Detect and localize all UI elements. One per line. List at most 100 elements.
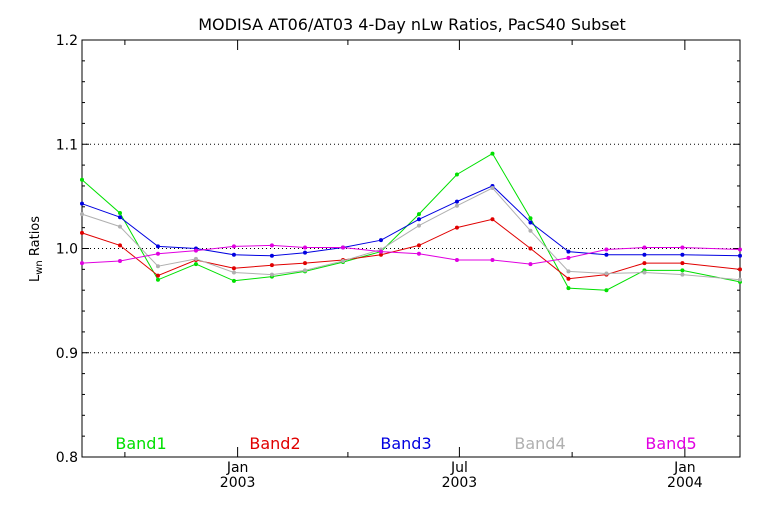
data-point-band5 — [231, 244, 236, 249]
data-point-band4 — [454, 203, 459, 208]
data-point-band5 — [193, 248, 198, 253]
data-point-band2 — [528, 246, 533, 251]
data-point-band5 — [155, 251, 160, 256]
data-point-band1 — [604, 288, 609, 293]
data-point-band5 — [269, 243, 274, 248]
data-point-band4 — [269, 272, 274, 277]
data-point-band2 — [231, 266, 236, 271]
data-point-band3 — [269, 253, 274, 258]
chart-title: MODISA AT06/AT03 4-Day nLw Ratios, PacS4… — [198, 15, 626, 34]
x-tick-label-month: Jan — [673, 460, 696, 476]
data-point-band2 — [155, 273, 160, 278]
x-tick-label-year: 2004 — [667, 475, 703, 491]
data-point-band4 — [642, 270, 647, 275]
data-point-band1 — [117, 211, 122, 216]
y-tick-label: 1.1 — [56, 137, 78, 153]
series-line-band5 — [81, 244, 741, 265]
data-point-band4 — [566, 269, 571, 274]
data-point-band1 — [193, 262, 198, 267]
x-tick-label-month: Jul — [450, 460, 468, 476]
series-line-band4 — [81, 187, 741, 281]
data-point-band2 — [738, 267, 742, 272]
data-point-band3 — [155, 244, 160, 249]
y-tick-label: 1.2 — [56, 33, 78, 49]
data-point-band3 — [80, 201, 84, 206]
y-axis-label: Lwn Ratios — [28, 216, 45, 282]
data-point-band1 — [566, 286, 571, 291]
data-point-band4 — [340, 259, 345, 264]
data-point-band5 — [680, 245, 685, 250]
data-point-band4 — [604, 271, 609, 276]
data-point-band5 — [604, 247, 609, 252]
data-point-band3 — [642, 252, 647, 257]
data-point-band5 — [490, 257, 495, 262]
x-tick-label-year: 2003 — [442, 475, 478, 491]
data-point-band2 — [269, 263, 274, 268]
data-point-band5 — [738, 247, 742, 252]
data-point-band4 — [490, 186, 495, 191]
legend-item-band5: Band5 — [645, 434, 696, 453]
gridlines — [82, 143, 740, 354]
data-point-band3 — [416, 217, 421, 222]
data-point-band2 — [490, 217, 495, 222]
data-point-band4 — [528, 228, 533, 233]
y-tick-label: 0.9 — [56, 346, 78, 362]
data-point-band5 — [642, 245, 647, 250]
legend-item-band4: Band4 — [514, 434, 565, 453]
y-tick-label: 1.0 — [56, 242, 78, 258]
data-point-band5 — [117, 259, 122, 264]
data-point-band2 — [642, 261, 647, 266]
series-layer — [80, 151, 742, 293]
data-point-band4 — [231, 270, 236, 275]
data-point-band3 — [303, 250, 308, 255]
data-point-band2 — [117, 243, 122, 248]
data-point-band4 — [738, 277, 742, 282]
data-point-band5 — [454, 257, 459, 262]
data-point-band4 — [193, 256, 198, 261]
data-point-band1 — [454, 172, 459, 177]
data-point-band1 — [155, 277, 160, 282]
legend-item-band2: Band2 — [249, 434, 300, 453]
data-point-band5 — [416, 251, 421, 256]
data-point-band3 — [528, 220, 533, 225]
data-point-band2 — [378, 252, 383, 257]
data-point-band2 — [680, 261, 685, 266]
data-point-band4 — [80, 212, 84, 217]
data-point-band1 — [80, 177, 84, 182]
data-point-band3 — [117, 215, 122, 220]
data-point-band4 — [117, 224, 122, 229]
data-point-band4 — [303, 268, 308, 273]
x-tick-label-month: Jan — [226, 460, 249, 476]
data-point-band1 — [490, 151, 495, 156]
data-point-band5 — [340, 245, 345, 250]
data-point-band1 — [416, 212, 421, 217]
data-point-band2 — [566, 276, 571, 281]
series-line-band2 — [81, 218, 741, 280]
y-tick-label: 0.8 — [56, 450, 78, 466]
data-point-band5 — [566, 255, 571, 260]
data-point-band1 — [528, 216, 533, 221]
series-line-band3 — [81, 185, 741, 257]
data-point-band5 — [378, 249, 383, 254]
legend-item-band3: Band3 — [380, 434, 431, 453]
data-point-band4 — [416, 223, 421, 228]
data-point-band3 — [378, 238, 383, 243]
series-line-band1 — [81, 152, 741, 291]
data-point-band2 — [416, 243, 421, 248]
data-point-band5 — [303, 245, 308, 250]
data-point-band3 — [738, 253, 742, 258]
data-point-band1 — [231, 278, 236, 283]
data-point-band2 — [303, 261, 308, 266]
data-point-band5 — [80, 261, 84, 266]
data-point-band1 — [680, 268, 685, 273]
data-point-band3 — [566, 249, 571, 254]
data-point-band2 — [454, 225, 459, 230]
legend: Band1 Band2 Band3 Band4 Band5 — [115, 434, 696, 453]
legend-item-band1: Band1 — [115, 434, 166, 453]
data-point-band3 — [231, 252, 236, 257]
data-point-band3 — [604, 252, 609, 257]
data-point-band3 — [454, 199, 459, 204]
